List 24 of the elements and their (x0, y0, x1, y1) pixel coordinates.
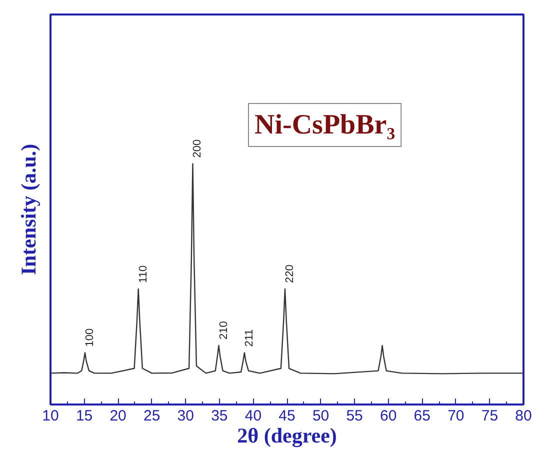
x-tick-label: 70 (448, 408, 464, 424)
x-tick-label: 30 (177, 408, 194, 424)
x-tick-label: 60 (380, 408, 397, 424)
x-tick-label: 55 (346, 408, 363, 424)
x-tick-label: 35 (211, 408, 228, 424)
annotation: 211 (243, 329, 256, 347)
annotation: 220 (284, 264, 296, 283)
x-tick-label: 40 (244, 408, 262, 424)
x-tick-label: 15 (76, 408, 93, 424)
annotation: 210 (218, 321, 230, 340)
x-tick-label: 25 (144, 408, 160, 424)
x-tick-label: 50 (312, 408, 330, 424)
x-tick-label: 45 (278, 408, 296, 424)
x-tick-label: 20 (110, 408, 126, 424)
x-tick-label: 65 (414, 408, 430, 424)
x-axis-title: 2θ (degree) (237, 424, 337, 448)
x-tick-label: 75 (481, 408, 498, 424)
annotation: 200 (192, 139, 204, 158)
y-axis-title: Intensity (a.u.) (16, 144, 40, 276)
x-tick-label: 10 (42, 408, 59, 424)
annotation: 110 (137, 265, 150, 283)
annotation: 100 (84, 328, 96, 347)
chart-title: Ni-CsPbBr₃ (254, 110, 396, 140)
x-tick-label: 80 (515, 408, 532, 424)
